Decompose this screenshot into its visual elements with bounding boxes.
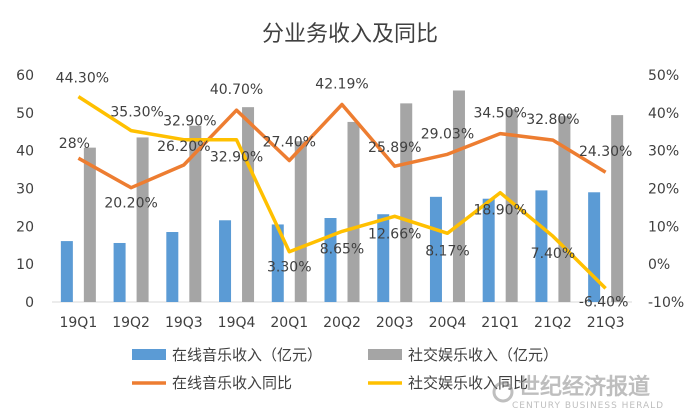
y2-tick-label: 50% [648, 68, 679, 84]
x-tick-label: 20Q1 [270, 315, 308, 331]
bar-music [60, 241, 73, 302]
data-label-music-yoy: 32.80% [526, 112, 579, 128]
watermark: 世纪经济报道 CENTURY BUSINESS HERALD [492, 374, 664, 411]
bar-social [347, 121, 360, 302]
bar-music [166, 232, 179, 302]
bar-music [482, 198, 495, 302]
data-label-music-yoy: 26.20% [157, 139, 210, 155]
data-label-music-yoy: 25.89% [368, 140, 421, 156]
y2-tick-label: 30% [648, 144, 679, 160]
data-label-music-yoy: 42.19% [315, 77, 368, 93]
data-label-music-yoy: 40.70% [210, 82, 263, 98]
y-tick-label: 0 [25, 295, 34, 311]
data-label-music-yoy: 34.50% [473, 106, 526, 122]
watermark-en: CENTURY BUSINESS HERALD [512, 401, 664, 411]
legend-label: 社交娱乐收入（亿元） [408, 346, 558, 364]
bar-social [611, 115, 624, 302]
x-tick-label: 21Q3 [587, 315, 625, 331]
x-tick-label: 20Q2 [323, 315, 361, 331]
x-tick-label: 19Q1 [59, 315, 97, 331]
x-tick-label: 20Q3 [376, 315, 414, 331]
bar-music [271, 224, 284, 302]
watermark-cn: 世纪经济报道 [518, 374, 650, 400]
data-labels: 28%20.20%26.20%40.70%27.40%42.19%25.89%2… [56, 71, 633, 311]
bar-series [60, 90, 624, 303]
x-tick-label: 21Q2 [534, 315, 572, 331]
data-label-music-yoy: 27.40% [263, 135, 316, 151]
y2-tick-label: 0% [648, 257, 670, 273]
data-label-social-yoy: 32.90% [210, 150, 263, 166]
x-tick-label: 19Q2 [112, 315, 150, 331]
y-tick-label: 10 [16, 257, 34, 273]
data-label-social-yoy: 44.30% [56, 71, 109, 87]
data-label-social-yoy: 8.65% [320, 241, 364, 257]
y-tick-label: 40 [16, 144, 34, 160]
data-label-music-yoy: 29.03% [421, 126, 474, 142]
x-axis-ticks: 19Q1 19Q2 19Q3 19Q4 20Q1 20Q2 20Q3 20Q4 21Q1 21Q2… [59, 315, 624, 331]
bar-social [189, 125, 202, 303]
bar-social [136, 137, 149, 302]
data-label-social-yoy: 7.40% [531, 246, 575, 262]
data-label-social-yoy: 35.30% [110, 105, 163, 121]
legend-label: 社交娱乐收入同比 [408, 374, 528, 392]
left-axis-ticks: 0 10 20 30 40 50 60 [16, 68, 34, 311]
bar-social [242, 107, 255, 303]
x-tick-label: 20Q4 [429, 315, 467, 331]
bar-social [294, 141, 307, 302]
bar-social [505, 109, 518, 302]
bar-music [429, 196, 442, 302]
data-label-music-yoy: 20.20% [104, 196, 157, 212]
legend-swatch-music [132, 349, 166, 360]
chart-title: 分业务收入及同比 [262, 22, 438, 47]
bar-music [377, 214, 390, 302]
bar-music [113, 242, 126, 302]
bar-music [324, 218, 337, 302]
y-tick-label: 20 [16, 219, 34, 235]
y-tick-label: 30 [16, 182, 34, 198]
y2-tick-label: 20% [648, 182, 679, 198]
legend-label: 在线音乐收入同比 [172, 374, 292, 392]
data-label-social-yoy: 32.90% [163, 114, 216, 130]
data-label-music-yoy: 28% [59, 136, 90, 152]
y2-tick-label: -10% [648, 295, 684, 311]
data-label-social-yoy: 18.90% [473, 203, 526, 219]
data-label-music-yoy: 24.30% [579, 144, 632, 160]
x-tick-label: 21Q1 [481, 315, 519, 331]
bar-social [400, 103, 413, 302]
data-label-social-yoy: -6.40% [579, 294, 629, 310]
line-series [77, 95, 607, 290]
bar-social [83, 147, 96, 302]
bar-music [535, 190, 548, 302]
line-music-yoy [77, 102, 607, 190]
bar-social [452, 90, 465, 303]
data-label-social-yoy: 3.30% [267, 260, 311, 276]
y-tick-label: 60 [16, 68, 34, 84]
legend-swatch-social [368, 349, 402, 360]
bar-music [588, 192, 601, 302]
right-axis-ticks: -10% 0% 10% 20% 30% 40% 50% [648, 68, 684, 311]
bar-social [558, 116, 571, 302]
legend-label: 在线音乐收入（亿元） [172, 346, 322, 364]
y2-tick-label: 40% [648, 106, 679, 122]
bar-music [219, 220, 232, 302]
x-tick-label: 19Q3 [165, 315, 203, 331]
y-tick-label: 50 [16, 106, 34, 122]
legend: 在线音乐收入（亿元） 社交娱乐收入（亿元） 在线音乐收入同比 社交娱乐收入同比 [132, 346, 558, 392]
line-social-yoy [77, 95, 607, 290]
data-label-social-yoy: 8.17% [425, 243, 469, 259]
y2-tick-label: 10% [648, 219, 679, 235]
x-tick-label: 19Q4 [218, 315, 256, 331]
data-label-social-yoy: 12.66% [368, 226, 421, 242]
